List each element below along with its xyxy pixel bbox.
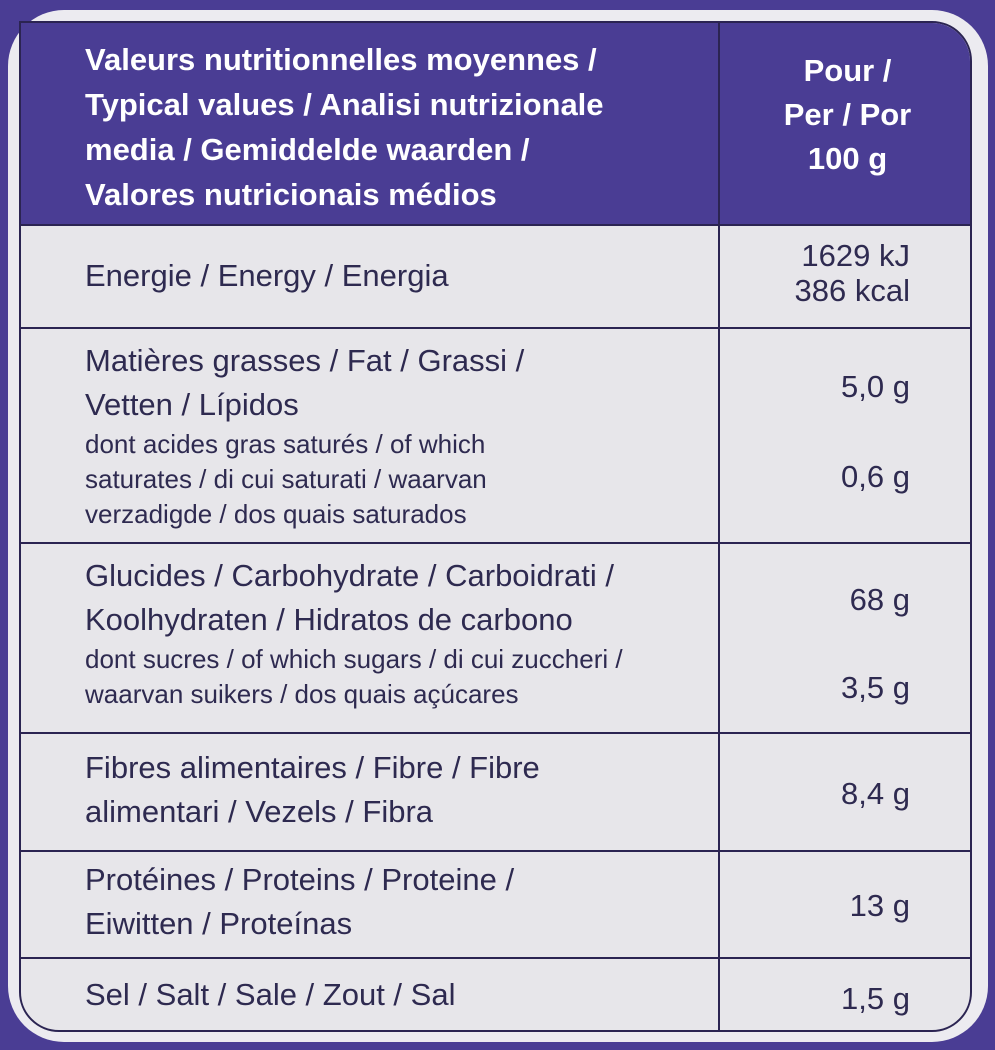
row-protein: Protéines / Proteins / Proteine / Eiwitt… xyxy=(21,850,970,957)
row-salt: Sel / Salt / Sale / Zout / Sal 1,5 g xyxy=(21,957,970,1030)
header-line: Typical values / Analisi nutrizionale xyxy=(85,87,604,122)
salt-value: 1,5 g xyxy=(841,981,910,1016)
protein-value: 13 g xyxy=(849,888,910,923)
saturates-line: saturates / di cui saturati / waarvan xyxy=(85,464,487,494)
table-header: Valeurs nutritionnelles moyennes / Typic… xyxy=(21,23,970,224)
fibre-line: alimentari / Vezels / Fibra xyxy=(85,794,434,829)
header-label: Valeurs nutritionnelles moyennes / Typic… xyxy=(85,37,604,217)
sugars-line: dont sucres / of which sugars / di cui z… xyxy=(85,644,623,674)
carbs-label: Glucides / Carbohydrate / Carboidrati / … xyxy=(85,554,623,712)
sugars-value: 3,5 g xyxy=(841,670,910,705)
carbs-value: 68 g xyxy=(849,582,910,617)
row-fat: Matières grasses / Fat / Grassi / Vetten… xyxy=(21,327,970,542)
nutrition-table: Valeurs nutritionnelles moyennes / Typic… xyxy=(19,21,972,1032)
protein-line: Protéines / Proteins / Proteine / xyxy=(85,862,515,897)
fibre-label: Fibres alimentaires / Fibre / Fibre alim… xyxy=(85,746,540,834)
fibre-value: 8,4 g xyxy=(841,776,910,811)
fat-line: Vetten / Lípidos xyxy=(85,387,299,422)
header-per-line: Pour / xyxy=(803,53,892,88)
salt-label: Sel / Salt / Sale / Zout / Sal xyxy=(85,977,456,1012)
header-per-line: Per / Por xyxy=(783,97,912,132)
carbs-line: Glucides / Carbohydrate / Carboidrati / xyxy=(85,558,614,593)
row-carbohydrate: Glucides / Carbohydrate / Carboidrati / … xyxy=(21,542,970,732)
column-divider xyxy=(718,23,720,1030)
sugars-line: waarvan suikers / dos quais açúcares xyxy=(85,679,519,709)
row-energy: Energie / Energy / Energia 1629 kJ 386 k… xyxy=(21,224,970,327)
saturates-line: dont acides gras saturés / of which xyxy=(85,429,486,459)
saturates-line: verzadigde / dos quais saturados xyxy=(85,499,467,529)
energy-value: 1629 kJ 386 kcal xyxy=(795,238,910,308)
fat-value: 5,0 g xyxy=(841,369,910,404)
header-per-100g: Pour / Per / Por 100 g xyxy=(721,49,970,181)
row-fibre: Fibres alimentaires / Fibre / Fibre alim… xyxy=(21,732,970,850)
saturates-value: 0,6 g xyxy=(841,459,910,494)
protein-label: Protéines / Proteins / Proteine / Eiwitt… xyxy=(85,858,514,946)
header-line: Valeurs nutritionnelles moyennes / xyxy=(85,42,597,77)
energy-label: Energie / Energy / Energia xyxy=(85,258,449,293)
fat-label: Matières grasses / Fat / Grassi / Vetten… xyxy=(85,339,524,532)
fat-line: Matières grasses / Fat / Grassi / xyxy=(85,343,525,378)
energy-kcal: 386 kcal xyxy=(794,273,910,308)
header-per-line: 100 g xyxy=(807,141,888,176)
fibre-line: Fibres alimentaires / Fibre / Fibre xyxy=(85,750,540,785)
energy-kj: 1629 kJ xyxy=(801,238,910,273)
header-line: Valores nutricionais médios xyxy=(85,177,497,212)
header-line: media / Gemiddelde waarden / xyxy=(85,132,530,167)
protein-line: Eiwitten / Proteínas xyxy=(85,906,353,941)
carbs-line: Koolhydraten / Hidratos de carbono xyxy=(85,602,573,637)
